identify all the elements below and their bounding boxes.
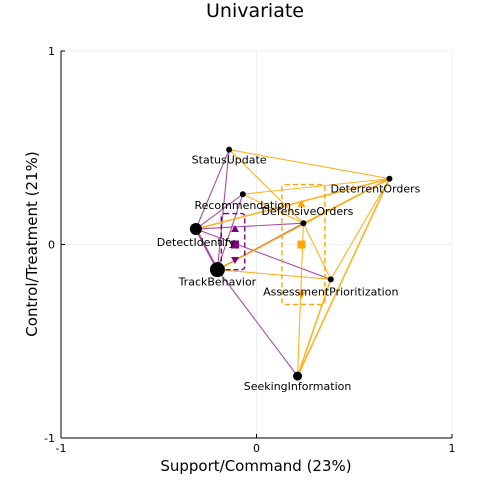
node-label: DefensiveOrders bbox=[261, 205, 353, 218]
edge-line bbox=[216, 149, 230, 270]
nodes bbox=[189, 146, 393, 381]
group-boxes bbox=[220, 183, 326, 306]
edge-line bbox=[195, 228, 331, 280]
edge-line bbox=[195, 149, 230, 230]
edge-line bbox=[229, 149, 390, 180]
group-box bbox=[281, 183, 326, 306]
group-box bbox=[220, 212, 246, 271]
edge-line bbox=[242, 178, 390, 195]
edge-line bbox=[217, 269, 331, 280]
edge-line bbox=[195, 193, 244, 230]
node-label: DetectIdentify bbox=[157, 236, 236, 249]
axes-frame bbox=[60, 50, 453, 439]
node-point bbox=[327, 276, 334, 283]
chart-title: Univariate bbox=[206, 0, 304, 22]
y-tick-label: 0 bbox=[48, 239, 55, 252]
y-axis-label: Control/Treatment (21%) bbox=[23, 151, 41, 336]
node-label: DeterrentOrders bbox=[330, 183, 420, 196]
group-lower-marker bbox=[297, 291, 306, 299]
edge-line bbox=[216, 269, 298, 377]
x-tick-label: 0 bbox=[253, 442, 260, 455]
edge-line bbox=[228, 149, 304, 224]
y-tick-label: -1 bbox=[44, 432, 55, 445]
node-point bbox=[226, 146, 233, 153]
group-lower-marker bbox=[230, 256, 239, 264]
x-tick-label: 1 bbox=[449, 442, 456, 455]
node-label: StatusUpdate bbox=[192, 154, 267, 167]
node-labels: StatusUpdate DeterrentOrders Recommendatio… bbox=[157, 154, 421, 393]
group-centroid bbox=[230, 240, 239, 249]
x-axis-label: Support/Command (23%) bbox=[160, 457, 351, 475]
node-point bbox=[239, 191, 246, 198]
edge-line bbox=[195, 177, 390, 230]
group-upper-marker bbox=[230, 225, 239, 233]
node-point bbox=[209, 262, 225, 278]
edge-line bbox=[296, 279, 332, 377]
node-point bbox=[293, 371, 303, 381]
y-tick-label: 1 bbox=[48, 45, 55, 58]
edge-line bbox=[302, 222, 332, 280]
edges bbox=[194, 149, 391, 377]
node-point bbox=[189, 223, 202, 236]
x-tick-label: -1 bbox=[56, 442, 67, 455]
node-label: TrackBehavior bbox=[178, 276, 257, 289]
edge-line bbox=[296, 178, 391, 377]
edge-line bbox=[297, 223, 304, 377]
node-point bbox=[386, 175, 393, 182]
edge-line bbox=[303, 178, 390, 224]
edge-line bbox=[330, 178, 390, 280]
edge-line bbox=[195, 222, 304, 230]
node-label: Recommendation bbox=[194, 199, 291, 212]
group-centroid bbox=[297, 240, 306, 249]
group-upper-marker bbox=[297, 199, 306, 207]
node-point bbox=[300, 220, 307, 227]
node-label: AssessmentPrioritization bbox=[263, 285, 398, 298]
edge-line bbox=[194, 228, 219, 271]
node-label: SeekingInformation bbox=[244, 380, 352, 393]
tick-labels: -1 0 1 -1 0 1 bbox=[44, 45, 455, 455]
